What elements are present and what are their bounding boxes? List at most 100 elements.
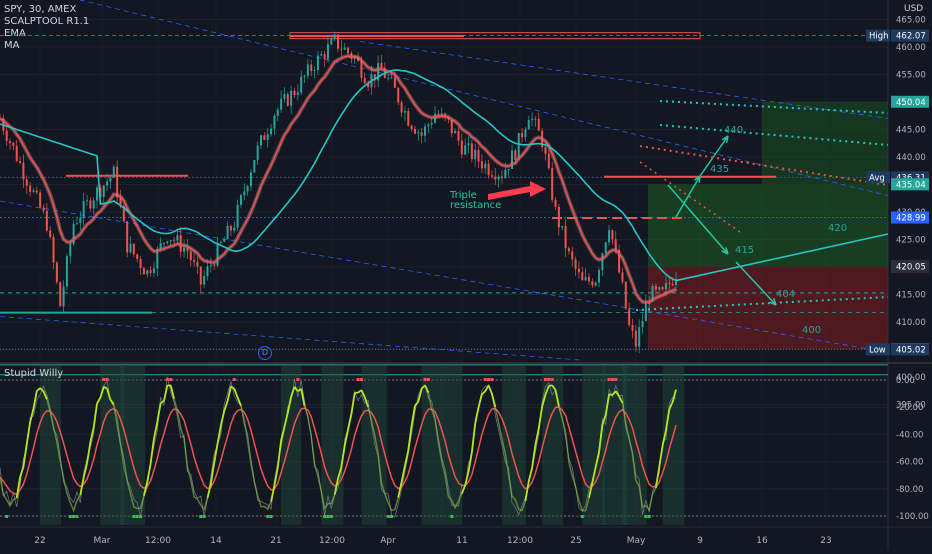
- candle: [410, 125, 413, 129]
- candle: [380, 63, 383, 68]
- candle: [561, 226, 564, 228]
- candle: [467, 143, 470, 146]
- candle: [514, 150, 517, 160]
- data-window-icon[interactable]: D: [258, 346, 272, 360]
- osc-top-marker: [356, 378, 360, 381]
- candle: [477, 149, 480, 162]
- candle: [166, 241, 169, 243]
- y-tick-label: 415.00: [896, 291, 926, 301]
- candle: [42, 207, 45, 211]
- candle: [397, 87, 400, 103]
- candle: [464, 145, 467, 155]
- candle: [517, 133, 520, 160]
- candle: [480, 161, 483, 169]
- candle: [35, 190, 38, 193]
- candle: [577, 268, 580, 273]
- indicator-ema[interactable]: EMA: [4, 28, 26, 39]
- candle: [226, 225, 229, 240]
- osc-top-marker: [426, 378, 430, 381]
- candle: [132, 243, 135, 255]
- candle: [347, 47, 350, 54]
- candle: [621, 272, 624, 282]
- osc-y-tick-label: -20.00: [896, 403, 923, 413]
- annotation-label: 435: [710, 164, 729, 175]
- annotation-label: 420: [828, 223, 847, 234]
- osc-top-marker: [105, 378, 109, 381]
- candle: [310, 64, 313, 71]
- osc-bottom-marker: [75, 515, 79, 518]
- annotation-label: 440: [724, 125, 743, 136]
- y-tick-label: 460.00: [896, 43, 926, 53]
- osc-bottom-marker: [390, 515, 394, 518]
- candle: [193, 260, 196, 262]
- candle: [357, 56, 360, 61]
- candle: [129, 243, 132, 253]
- candle: [45, 210, 48, 231]
- candle: [403, 111, 406, 113]
- candle: [584, 277, 587, 281]
- candle: [417, 132, 420, 134]
- candle: [531, 118, 534, 121]
- candle: [92, 200, 95, 209]
- ema-line: [0, 55, 677, 303]
- price-tag-value: 462.07: [896, 32, 926, 42]
- candle: [581, 272, 584, 281]
- candle: [236, 204, 239, 228]
- osc-top-marker: [423, 378, 427, 381]
- candle: [567, 248, 570, 252]
- candle: [116, 166, 119, 198]
- triple-resistance-arrow: [488, 181, 546, 200]
- candle: [343, 47, 346, 50]
- candle: [430, 122, 433, 125]
- price-tag: [891, 343, 929, 356]
- symbol-line[interactable]: SPY, 30, AMEX: [4, 4, 77, 15]
- osc-band: [421, 365, 443, 525]
- candle: [253, 159, 256, 173]
- candle: [249, 172, 252, 187]
- candle: [450, 119, 453, 134]
- osc-band: [582, 365, 605, 525]
- candle: [651, 285, 654, 302]
- candle: [239, 195, 242, 205]
- osc-bottom-marker: [132, 515, 136, 518]
- osc-bottom-marker: [202, 515, 206, 518]
- x-tick-label: 12:00: [145, 536, 171, 546]
- price-tag-value: 435.04: [896, 180, 926, 190]
- candle: [49, 230, 52, 237]
- indicator-scalptool[interactable]: SCALPTOOL R1.1: [4, 16, 90, 27]
- candle: [611, 230, 614, 240]
- candle: [340, 48, 343, 50]
- candle: [59, 282, 62, 307]
- candle: [149, 270, 152, 273]
- osc-band: [321, 365, 344, 525]
- osc-band: [281, 365, 302, 525]
- x-tick-label: 21: [270, 536, 281, 546]
- y-tick-label: 400.00: [896, 373, 926, 383]
- candle: [136, 254, 139, 259]
- osc-bottom-marker: [135, 515, 139, 518]
- osc-band: [40, 365, 61, 525]
- y-tick-label: 440.00: [896, 153, 926, 163]
- osc-top-marker: [359, 378, 363, 381]
- osc-bottom-marker: [68, 515, 72, 518]
- candle: [557, 206, 560, 228]
- y-tick-label: 445.00: [896, 126, 926, 136]
- candle: [79, 217, 82, 224]
- indicator-stupid-willy[interactable]: Stupid Willy: [4, 368, 64, 379]
- candle: [387, 77, 390, 79]
- legend: SPY, 30, AMEX SCALPTOOL R1.1 EMA MA: [4, 4, 89, 52]
- annotation-label: 400: [802, 325, 821, 336]
- candle: [313, 70, 316, 71]
- indicator-ma[interactable]: MA: [4, 40, 20, 51]
- candle: [72, 223, 75, 244]
- osc-bottom-marker: [580, 515, 584, 518]
- candle: [407, 111, 410, 126]
- candle: [427, 124, 430, 127]
- osc-band: [662, 365, 685, 525]
- candle: [544, 147, 547, 154]
- x-tick-label: 22: [34, 536, 45, 546]
- candle: [507, 168, 510, 170]
- candle: [213, 265, 216, 267]
- candle: [9, 141, 12, 143]
